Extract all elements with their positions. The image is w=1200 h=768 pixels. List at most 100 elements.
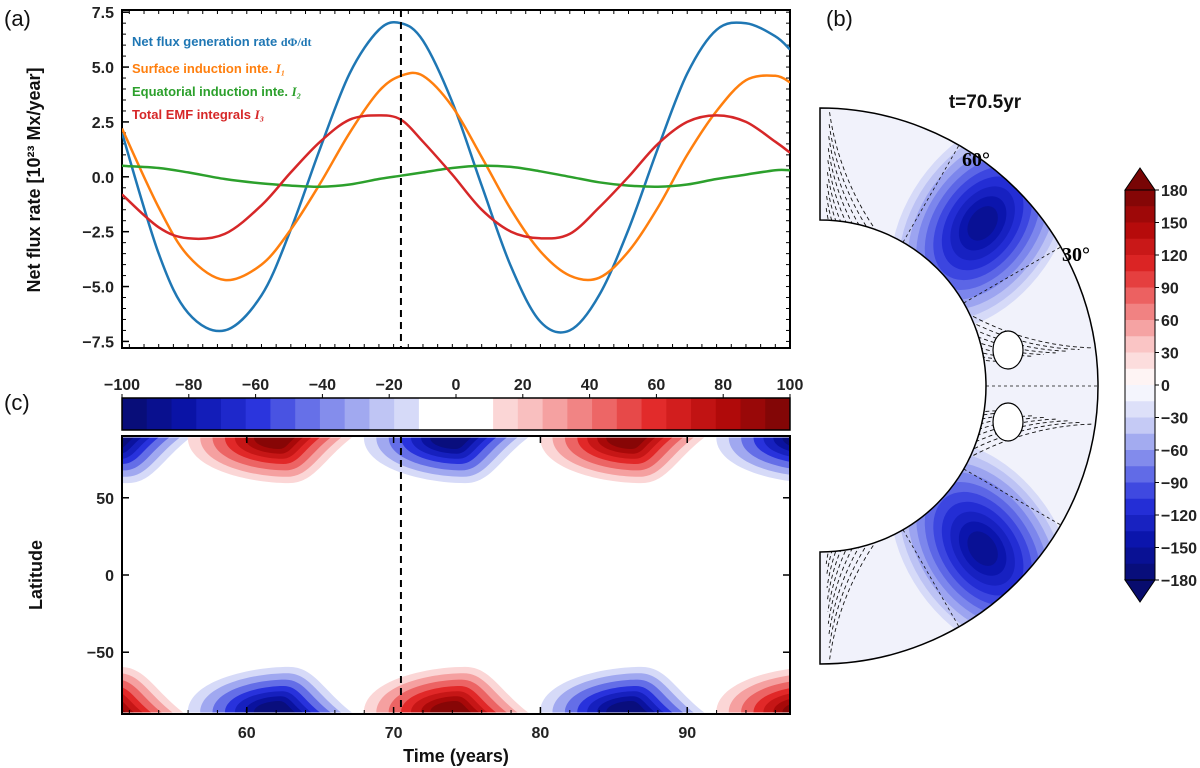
panel-b-angle-60: 60° <box>962 149 990 171</box>
colorbar-b-segment <box>1125 498 1155 516</box>
colorbar-c-segment <box>418 398 445 430</box>
colorbar-b-segment <box>1125 271 1155 288</box>
colorbar-b-tick-label: −150 <box>1161 541 1197 558</box>
colorbar-b-segment <box>1125 450 1155 467</box>
colorbar-b-segment <box>1125 190 1155 207</box>
colorbar-b-tick-label: 180 <box>1161 183 1188 200</box>
butterfly-contour-band <box>430 701 472 713</box>
colorbar-b-segment <box>1125 547 1155 565</box>
panel-c-ytick-label: 0 <box>105 568 114 585</box>
panel-a-y-ticks: −7.5 −5.0 −2.5 0.0 2.5 5.0 7.5 <box>82 5 791 351</box>
colorbar-b-segment <box>1125 238 1155 256</box>
panel-a-line-chart: −7.5 −5.0 −2.5 0.0 2.5 5.0 7.5 Net flux rate [… <box>24 5 791 351</box>
colorbar-c-segment <box>493 398 519 430</box>
colorbar-c-segment <box>171 398 197 430</box>
colorbar-c-tick-label: 100 <box>777 377 804 394</box>
legend-net-flux-suffix: dΦ/dt <box>281 35 312 49</box>
colorbar-c-segment <box>443 398 469 430</box>
panel-label-b: (b) <box>826 6 853 31</box>
panel-c-ytick-label: −50 <box>87 645 114 662</box>
colorbar-c-segment <box>122 398 148 430</box>
legend-emf-name: Total EMF integrals <box>132 107 251 122</box>
colorbar-b-segment <box>1125 515 1155 532</box>
legend-surface-suffix: I₁ <box>275 61 286 76</box>
colorbar-c-segment <box>666 398 692 430</box>
colorbar-c-segment <box>369 398 395 430</box>
butterfly-contour-band <box>253 701 296 713</box>
colorbar-b-extend-top <box>1124 167 1156 191</box>
colorbar-c-segment <box>765 398 791 430</box>
colorbar-b-segment <box>1125 368 1155 386</box>
panel-a-ytick-label: 5.0 <box>92 60 114 77</box>
panel-b-cell <box>992 402 1024 442</box>
panel-c-contours <box>122 437 790 713</box>
panel-a-legend: Net flux generation rate dΦ/dt Surface i… <box>132 34 311 122</box>
butterfly-contour-band <box>782 437 790 446</box>
butterfly-contour-band <box>122 708 127 713</box>
butterfly-contour-band <box>782 704 790 713</box>
colorbar-b-tick-label: 0 <box>1161 378 1170 395</box>
colorbar-c-segment <box>245 398 271 430</box>
colorbar-b-segment <box>1125 206 1155 223</box>
panel-c-butterfly: 60 70 80 90 −50 0 50 Latitude Time (years) <box>26 435 791 766</box>
colorbar-c-tick-label: −100 <box>104 377 140 394</box>
colorbar-c-segment <box>146 398 172 430</box>
colorbar-c-segment <box>319 398 346 430</box>
panel-a-ytick-label: −5.0 <box>82 280 114 297</box>
colorbar-c-segment <box>394 398 420 430</box>
colorbar-b-extend-bottom <box>1124 579 1156 603</box>
panel-c-ticks: 60 70 80 90 −50 0 50 <box>87 436 790 742</box>
colorbar-b-tick-label: −90 <box>1161 476 1188 493</box>
colorbar-b-segment <box>1125 417 1155 435</box>
legend-equatorial-name: Equatorial induction inte. <box>132 84 288 99</box>
panel-b-title: t=70.5yr <box>949 92 1022 113</box>
panel-b-band <box>967 206 998 241</box>
colorbar-c-segment <box>542 398 568 430</box>
series-surface-line <box>122 71 790 282</box>
legend-net-flux: Net flux generation rate dΦ/dt <box>132 34 311 49</box>
colorbar-b-tick-label: −60 <box>1161 443 1188 460</box>
colorbar-c-segment <box>691 398 717 430</box>
colorbar-c-tick-label: 0 <box>452 377 461 394</box>
butterfly-contour-band <box>606 437 648 449</box>
colorbar-c-segment <box>517 398 544 430</box>
colorbar-c-segment <box>740 398 766 430</box>
colorbar-c-segment <box>270 398 296 430</box>
panel-a-series <box>122 20 790 334</box>
colorbar-b-tick-label: −30 <box>1161 411 1188 428</box>
panel-b-latitude-line <box>902 145 960 243</box>
butterfly-contour-band <box>606 701 648 713</box>
panel-c-colorbar: −100 −80 −60 −40 −20 0 20 40 60 80 100 <box>104 377 804 431</box>
panel-c-ytick-label: 50 <box>96 491 114 508</box>
butterfly-contour-band <box>122 437 134 448</box>
panel-a-ytick-label: 2.5 <box>92 115 114 132</box>
colorbar-c-segment <box>295 398 321 430</box>
colorbar-b-segment <box>1125 287 1155 305</box>
panel-b-latitude-line <box>902 529 960 627</box>
colorbar-b-segment <box>1125 401 1155 418</box>
colorbar-c-segment <box>616 398 643 430</box>
colorbar-c-tick-label: −80 <box>175 377 202 394</box>
colorbar-b-segment <box>1125 222 1155 240</box>
panel-c-x-label: Time (years) <box>403 746 509 766</box>
panel-c-xtick-label: 80 <box>532 725 550 742</box>
colorbar-c-segment <box>567 398 593 430</box>
colorbar-b-tick-label: −180 <box>1161 573 1197 590</box>
colorbar-b-segment <box>1125 482 1155 500</box>
colorbar-c-tick-label: 40 <box>581 377 599 394</box>
legend-net-flux-name: Net flux generation rate <box>132 34 277 49</box>
colorbar-c-tick-label: 80 <box>714 377 732 394</box>
colorbar-c-tick-label: −60 <box>242 377 269 394</box>
colorbar-b-tick-label: 60 <box>1161 313 1179 330</box>
panel-b-angle-30: 30° <box>1062 244 1090 266</box>
panel-c-y-label: Latitude <box>26 540 46 610</box>
panel-b-latitude-line <box>963 246 1061 304</box>
series-equatorial-line <box>122 164 790 188</box>
colorbar-c-segment <box>592 398 618 430</box>
colorbar-b-segment <box>1125 563 1155 581</box>
colorbar-b-tick-label: 90 <box>1161 281 1179 298</box>
colorbar-c-segment <box>715 398 742 430</box>
colorbar-b-segment <box>1125 466 1155 483</box>
legend-emf: Total EMF integrals I₃ <box>132 107 264 122</box>
butterfly-contour-band <box>430 437 472 449</box>
